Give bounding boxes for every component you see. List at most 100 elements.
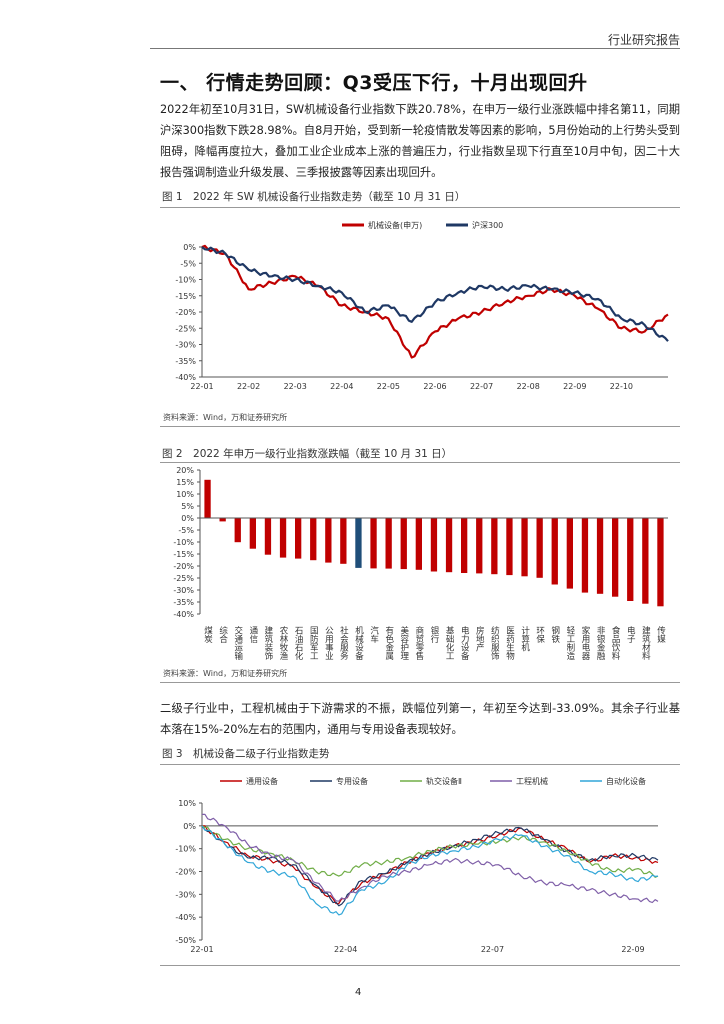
chart2-bar: [400, 518, 407, 570]
chart1-y-tick-label: 0%: [183, 243, 196, 252]
figure2-caption: 图 2 2022 年申万一级行业指数涨跌幅（截至 10 月 31 日）: [162, 448, 453, 460]
chart2-category-label: 有色金属: [384, 625, 394, 661]
chart2-bar: [612, 518, 619, 597]
chart1-x-tick-label: 22-07: [470, 382, 493, 391]
chart2-y-tick-label: -10%: [173, 538, 194, 547]
chart3-y-tick-label: -40%: [175, 913, 196, 922]
chart3-x-tick-label: 22-07: [481, 945, 504, 954]
report-type-header: 行业研究报告: [607, 33, 680, 47]
chart2-bar: [234, 518, 241, 543]
chart2-bar: [219, 518, 226, 522]
chart1-x-tick-label: 22-02: [237, 382, 260, 391]
chart1-x-tick-label: 22-04: [330, 382, 353, 391]
page-number: 4: [355, 987, 362, 998]
chart2-y-tick-label: 0%: [181, 514, 194, 523]
chart2-category-label: 国防军工: [308, 626, 318, 660]
chart2-bar: [596, 518, 604, 594]
chart1-x-tick-label: 22-01: [190, 382, 213, 391]
chart2-y-tick-label: -15%: [173, 550, 194, 559]
chart3-series-3-line: [201, 825, 659, 878]
chart2-category-label: 银行: [429, 625, 439, 644]
chart2-category-label: 纺织服饰: [489, 625, 499, 661]
chart2-category-label: 石油石化: [293, 626, 303, 661]
chart2-category-label: 综合: [218, 625, 228, 644]
chart2-bar: [536, 518, 543, 578]
chart3-y-tick-label: -20%: [175, 868, 196, 877]
chart2-category-label: 汽车: [369, 625, 379, 644]
chart2-category-label: 建筑材料: [640, 625, 650, 661]
chart2-category-label: 公用事业: [323, 626, 333, 660]
figure2-source: 资料来源：Wind，万和证券研究所: [163, 669, 288, 678]
chart1-y-tick-label: -15%: [175, 292, 196, 301]
chart1-y-tick-label: -30%: [175, 341, 196, 350]
chart2-y-tick-label: -40%: [173, 610, 194, 619]
intro-paragraph: 2022年初至10月31日，SW机械设备行业指数下跌20.78%，在申万一级行业…: [160, 103, 680, 179]
chart2-bar: [506, 518, 513, 576]
chart2-bar: [385, 518, 392, 569]
chart2-bar: [370, 518, 377, 569]
chart2-category-label: 轻工制造: [565, 625, 575, 661]
chart2-bar: [581, 518, 589, 593]
chart2-bar: [204, 479, 211, 518]
figure3-bottom-line: [160, 965, 680, 966]
figure2-caption-line: [160, 462, 680, 463]
chart2-category-label: 环保: [535, 626, 545, 644]
chart3-x-tick-label: 22-09: [621, 945, 644, 954]
chart2-bar: [295, 518, 302, 559]
chart2-category-label: 食品饮料: [610, 625, 620, 661]
chart2-category-label: 机械设备: [354, 625, 364, 661]
chart2-category-label: 通信: [248, 625, 258, 644]
sub-industry-paragraph: 二级子行业中，工程机械由于下游需求的不振，跌幅位列第一，年初至今达到-33.09…: [160, 702, 680, 736]
figure2-bar-chart: 20% 15% 10% 5% 0% -5% -10% -15% -20% -25% -30% -35%…: [173, 466, 668, 661]
chart1-y-tick-label: -40%: [175, 373, 196, 382]
chart2-bar: [445, 518, 453, 573]
chart2-bar: [249, 518, 256, 549]
chart2-bar: [642, 518, 649, 604]
chart1-y-tick-label: -10%: [175, 276, 196, 285]
chart2-bar: [325, 518, 332, 563]
chart3-series-4-line: [201, 813, 659, 904]
chart3-y-tick-label: -10%: [175, 845, 196, 854]
figure1-source: 资料来源：Wind，万和证券研究所: [163, 413, 288, 422]
chart1-y-tick-label: -35%: [175, 357, 196, 366]
chart2-y-tick-label: 10%: [176, 490, 194, 499]
chart3-series-5-line: [201, 825, 659, 916]
chart1-x-tick-label: 22-05: [377, 382, 400, 391]
chart3-legend-label: 通用设备: [246, 776, 278, 786]
chart1-legend-label: 沪深300: [472, 220, 503, 230]
chart3-legend-label: 工程机械: [516, 776, 548, 786]
chart1-x-tick-label: 22-03: [284, 382, 307, 391]
figure1-bottom-line: [160, 426, 680, 427]
chart2-category-label: 电子: [625, 625, 635, 643]
chart3-x-tick-label: 22-04: [334, 945, 357, 954]
chart2-bar: [476, 518, 483, 574]
chart1-y-tick-label: -5%: [180, 259, 196, 268]
figure3-caption: 图 3 机械设备二级子行业指数走势: [162, 748, 330, 760]
figure2-bottom-line: [160, 682, 680, 683]
chart2-category-label: 农林牧渔: [278, 625, 288, 660]
chart1-x-tick-label: 22-09: [563, 382, 586, 391]
figure1-caption-line: [160, 207, 680, 208]
chart3-y-tick-label: -30%: [175, 890, 196, 899]
chart1-x-tick-label: 22-10: [610, 382, 633, 391]
chart2-bar: [461, 518, 468, 573]
chart2-bar: [566, 518, 573, 589]
chart1-series-2-line: [201, 246, 669, 342]
figure3-caption-line: [160, 764, 680, 765]
figure1-caption: 图 1 2022 年 SW 机械设备行业指数走势（截至 10 月 31 日）: [162, 191, 466, 203]
chart2-category-label: 传媒: [655, 625, 665, 644]
chart3-y-tick-label: 0%: [183, 822, 196, 831]
figure1-line-chart: 0% -5% -10% -15% -20% -25% -30% -35% -40%22-01 22…: [175, 220, 669, 391]
chart2-category-label: 建筑装饰: [263, 625, 273, 661]
chart2-category-label: 社会服务: [338, 625, 348, 661]
chart2-bar: [627, 518, 634, 601]
chart2-y-tick-label: -35%: [173, 598, 194, 607]
chart2-category-label: 电力设备: [459, 625, 469, 661]
chart2-bar: [279, 518, 287, 558]
chart2-bar: [657, 518, 664, 607]
chart2-bar: [264, 518, 272, 555]
chart2-y-tick-label: 5%: [181, 502, 194, 511]
chart2-category-label: 美容护理: [399, 625, 409, 660]
chart3-y-tick-label: -50%: [175, 936, 196, 945]
chart1-x-tick-label: 22-06: [423, 382, 446, 391]
